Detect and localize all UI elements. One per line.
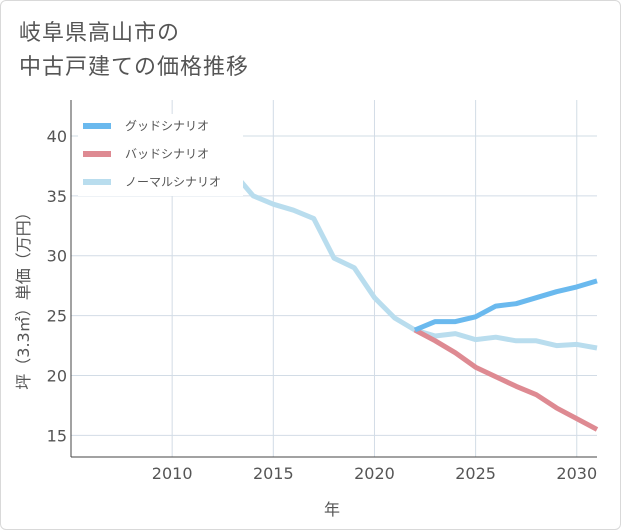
legend-label: ノーマルシナリオ <box>125 175 221 189</box>
y-tick-label: 15 <box>47 426 67 445</box>
x-tick-label: 2025 <box>455 464 496 483</box>
y-tick-label: 25 <box>47 307 67 326</box>
x-tick-label: 2015 <box>253 464 294 483</box>
x-axis-title: 年 <box>324 500 340 519</box>
x-tick-label: 2020 <box>354 464 395 483</box>
y-tick-label: 35 <box>47 187 67 206</box>
series-line-1 <box>413 327 599 432</box>
x-tick-labels: 2010 2015 2020 2025 2030 <box>152 464 597 483</box>
y-axis-title: 坪（3.3㎡）単価（万円） <box>14 204 33 389</box>
chart-title-line-1: 岐阜県高山市の <box>19 21 181 46</box>
grid-lines <box>71 100 597 457</box>
y-tick-labels: 15 20 25 30 35 40 <box>47 127 67 445</box>
chart-title: 岐阜県高山市の 中古戸建ての価格推移 <box>19 17 249 85</box>
axes <box>70 100 597 458</box>
x-tick-label: 2010 <box>152 464 193 483</box>
chart-title-line-2: 中古戸建ての価格推移 <box>19 55 250 80</box>
legend-label: グッドシナリオ <box>125 119 209 133</box>
y-tick-label: 40 <box>47 127 67 146</box>
y-tick-label: 30 <box>47 247 67 266</box>
legend-label: バッドシナリオ <box>125 147 209 161</box>
series-line-0 <box>413 278 598 333</box>
y-tick-label: 20 <box>47 367 67 386</box>
x-tick-label: 2030 <box>556 464 597 483</box>
